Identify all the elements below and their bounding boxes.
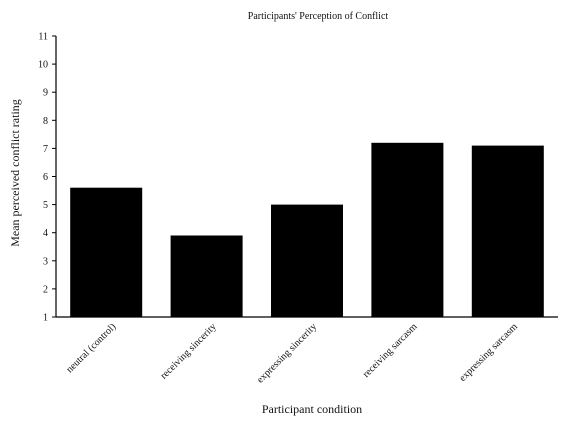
y-tick-label: 5 — [43, 200, 48, 211]
chart-title: Participants' Perception of Conflict — [248, 11, 389, 22]
bar — [70, 187, 143, 317]
x-tick-label: expressing sarcasm — [457, 321, 520, 384]
y-tick-label: 9 — [43, 88, 48, 99]
y-tick-label: 6 — [43, 172, 48, 183]
x-axis: neutral (control) receiving sincerity expr… — [56, 316, 558, 385]
bar — [471, 145, 544, 317]
x-tick-label: receiving sincerity — [159, 321, 219, 381]
bar — [371, 142, 444, 317]
y-tick-label: 10 — [38, 60, 48, 71]
y-tick-label: 2 — [43, 284, 48, 295]
y-tick-label: 4 — [43, 228, 48, 239]
y-tick-label: 1 — [43, 313, 48, 324]
bars-group — [70, 142, 544, 317]
bar — [271, 204, 343, 317]
x-tick-label: neutral (control) — [64, 321, 118, 375]
y-tick-label: 7 — [43, 144, 48, 155]
x-tick-label: expressing sincerity — [255, 321, 319, 385]
bar — [170, 235, 243, 317]
x-tick-label: receiving sarcasm — [361, 321, 420, 380]
y-tick-label: 8 — [43, 116, 48, 127]
y-axis: 1 2 3 4 5 6 7 8 9 10 11 — [38, 32, 57, 324]
x-axis-title: Participant condition — [262, 402, 362, 416]
y-axis-title: Mean perceived conflict rating — [8, 99, 22, 247]
y-tick-label: 3 — [43, 256, 48, 267]
y-tick-label: 11 — [38, 32, 48, 43]
